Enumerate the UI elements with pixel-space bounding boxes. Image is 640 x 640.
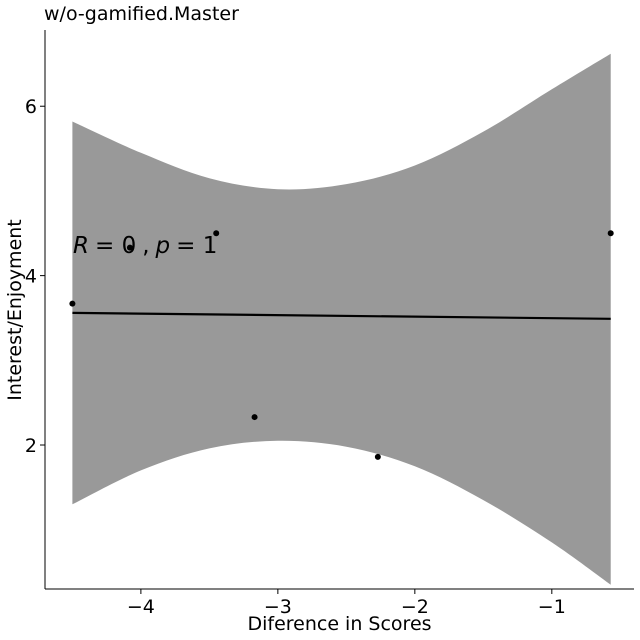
correlation-annotation: R = 0, p = 1 [73, 233, 217, 259]
y-ticks: 2 4 6 [25, 96, 45, 457]
x-ticks: −4 −3 −2 −1 [127, 589, 566, 618]
x-tick-label: −2 [401, 596, 429, 618]
y-tick-label: 2 [25, 435, 37, 457]
data-point-3 [251, 414, 258, 421]
annot-sep: , [142, 233, 149, 259]
data-point-0 [69, 300, 76, 307]
r-value: = 0 [95, 233, 136, 259]
p-value: = 1 [176, 233, 217, 259]
data-point-4 [374, 453, 381, 460]
x-axis-label: Diference in Scores [247, 613, 431, 635]
data-point-5 [607, 230, 614, 237]
x-tick-label: −1 [538, 596, 566, 618]
data-point-2 [213, 230, 220, 237]
data-point-1 [126, 244, 133, 251]
p-label: p [155, 233, 171, 259]
y-tick-label: 4 [25, 266, 37, 288]
regression-line [72, 311, 611, 320]
x-tick-label: −4 [127, 596, 155, 618]
regression-line-layer [72, 311, 611, 320]
x-tick-label: −3 [264, 596, 292, 618]
data-points-layer [69, 230, 614, 460]
y-axis-label: Interest/Enjoyment [4, 219, 26, 401]
confidence-band [72, 53, 611, 585]
r-label: R [73, 233, 89, 259]
y-tick-label: 6 [25, 96, 37, 118]
confidence-band-layer [72, 53, 611, 585]
chart-title: w/o-gamified.Master [44, 3, 239, 25]
